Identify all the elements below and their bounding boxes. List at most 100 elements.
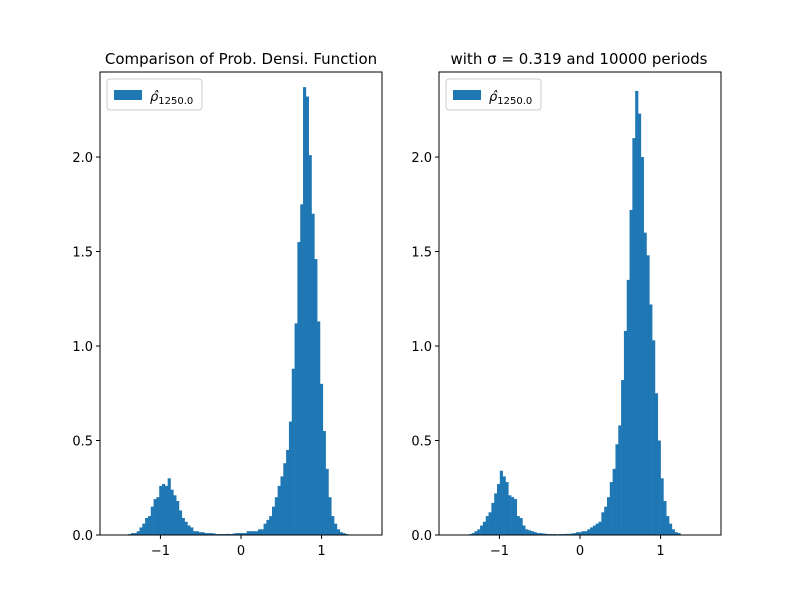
left-histogram-bar: [235, 533, 239, 535]
right-histogram-bar: [519, 517, 523, 535]
left-histogram-bar: [133, 533, 137, 535]
left-y-tick-label: 0.0: [72, 529, 93, 544]
left-histogram-bar: [328, 497, 332, 535]
left-histogram-bar: [252, 531, 256, 535]
right-histogram-bar: [635, 90, 639, 536]
left-axes-frame: [99, 71, 383, 536]
right-legend-label: ρ̂1250.0: [489, 90, 532, 107]
left-y-tick-label: 1.0: [72, 340, 93, 355]
left-histogram-bars: [128, 87, 349, 536]
left-histogram-bar: [198, 532, 202, 535]
left-histogram-bar: [150, 506, 154, 535]
left-histogram-bar: [178, 510, 183, 535]
left-x-tick-label: 0: [237, 544, 245, 559]
right-histogram-bar: [578, 532, 582, 535]
left-histogram-bar: [303, 87, 307, 536]
right-histogram-bar: [471, 533, 475, 535]
left-histogram-bar: [131, 533, 135, 535]
left-histogram-bar: [176, 500, 180, 535]
left-histogram-bar: [300, 204, 304, 536]
left-histogram-bar: [342, 533, 346, 535]
right-histogram-bar: [587, 529, 591, 535]
left-y-tick-label: 1.5: [72, 246, 93, 261]
right-histogram-bars: [468, 90, 681, 536]
left-y-tick-label: 0.5: [72, 435, 93, 450]
right-histogram-bar: [640, 157, 644, 536]
left-histogram-bar: [305, 96, 309, 535]
left-x-axis-ticks: −1 0 1: [151, 535, 326, 559]
left-histogram-bar: [263, 523, 267, 535]
left-y-axis-ticks: 0.0 0.5 1.0 1.5 2.0: [72, 151, 100, 544]
right-legend: ρ̂1250.0: [445, 78, 542, 111]
left-histogram-bar: [212, 533, 216, 535]
right-histogram-bar: [516, 516, 520, 535]
left-legend-box: [106, 78, 203, 111]
left-histogram-bar: [294, 323, 298, 535]
left-histogram-bar: [209, 533, 214, 535]
right-histogram-bar: [592, 525, 597, 535]
left-histogram-bar: [226, 533, 231, 535]
left-histogram-bar: [260, 529, 264, 535]
right-histogram-bar: [595, 523, 599, 535]
right-histogram-bar: [652, 340, 656, 535]
left-legend-label: ρ̂1250.0: [150, 90, 193, 107]
left-histogram-bar: [147, 516, 152, 535]
right-histogram-bar: [660, 478, 664, 535]
right-histogram-bar: [643, 232, 647, 535]
left-histogram-bar: [195, 531, 199, 535]
right-histogram-bar: [601, 512, 605, 535]
left-legend-swatch: [114, 90, 142, 100]
right-legend-box: [445, 78, 542, 111]
right-histogram-bar: [564, 533, 568, 535]
right-y-tick-label: 1.0: [411, 340, 432, 355]
right-histogram-bar: [513, 499, 518, 535]
right-histogram-bar: [626, 279, 630, 535]
right-legend-swatch: [453, 90, 481, 100]
right-y-tick-label: 0.5: [411, 435, 432, 450]
left-histogram-bar: [269, 516, 273, 535]
left-histogram-bar: [193, 531, 197, 535]
right-y-tick-label: 2.0: [411, 151, 432, 166]
left-subplot: Comparison of Prob. Densi. Function −1 0 1…: [72, 50, 383, 559]
right-histogram-bar: [646, 255, 650, 535]
right-histogram-bar: [539, 533, 543, 535]
left-histogram-bar: [314, 259, 318, 535]
left-histogram-bar: [181, 517, 185, 535]
left-histogram-bar: [339, 532, 343, 535]
right-histogram-bar: [621, 380, 625, 535]
right-histogram-bar: [502, 476, 506, 535]
right-histogram-bar: [669, 523, 673, 535]
right-histogram-bar: [505, 482, 509, 535]
left-histogram-bar: [249, 531, 253, 535]
right-y-tick-label: 0.0: [411, 529, 432, 544]
left-histogram-bar: [139, 527, 143, 535]
right-y-axis-ticks: 0.0 0.5 1.0 1.5 2.0: [411, 151, 439, 544]
right-subplot: with σ = 0.319 and 10000 periods −1 0 1 0.…: [411, 50, 722, 559]
left-histogram-bar: [317, 321, 321, 535]
left-legend: ρ̂1250.0: [106, 78, 203, 111]
left-histogram-bar: [334, 523, 338, 535]
left-histogram-bar: [164, 485, 168, 535]
left-legend-symbol: ρ̂: [150, 90, 159, 105]
right-histogram-bar: [567, 533, 571, 535]
right-histogram-bar: [485, 516, 489, 535]
right-histogram-bar: [570, 533, 574, 535]
right-histogram-bar: [609, 482, 613, 535]
left-histogram-bar: [283, 463, 287, 535]
right-histogram-bar: [677, 533, 681, 535]
right-histogram-bar: [629, 209, 633, 535]
right-histogram-bar: [575, 532, 580, 535]
left-legend-subscript: 1250.0: [158, 96, 193, 107]
right-histogram-bar: [671, 529, 675, 535]
left-histogram-bar: [204, 533, 208, 535]
left-histogram-bar: [207, 533, 211, 535]
left-histogram-bar: [190, 527, 194, 535]
left-histogram-bar: [162, 483, 166, 535]
left-histogram-bar: [187, 525, 191, 535]
right-histogram-bar: [623, 330, 628, 535]
left-histogram-bar: [325, 468, 329, 535]
right-histogram-bar: [674, 532, 678, 535]
left-histogram-bar: [167, 478, 171, 535]
right-histogram-bar: [573, 533, 577, 535]
left-histogram-bar: [297, 242, 301, 535]
